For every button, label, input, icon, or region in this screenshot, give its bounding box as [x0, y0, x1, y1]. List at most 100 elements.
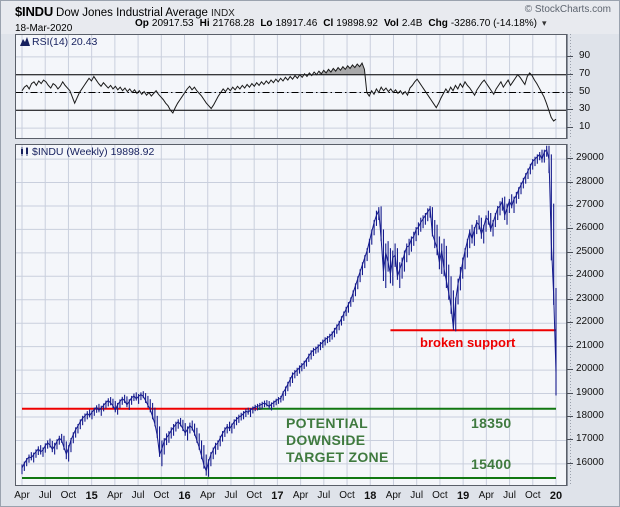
rsi-tick-30: 30: [579, 103, 591, 115]
target-upper-value: 18350: [471, 414, 512, 431]
ohlc-key-low: Lo: [260, 18, 273, 29]
chart-header: $INDU Dow Jones Industrial Average INDX © …: [1, 1, 619, 36]
x-axis-label-oct-2: Oct: [60, 490, 77, 501]
price-tickmark: [567, 439, 573, 441]
price-plot: [16, 145, 566, 485]
ohlc-key-close: Cl: [323, 18, 334, 29]
ohlc-key-high: Hi: [199, 18, 210, 29]
x-axis-label-oct-10: Oct: [246, 490, 262, 501]
price-tickmark: [567, 462, 573, 464]
x-axis-label-20-23: 20: [549, 490, 563, 502]
header-title-row: $INDU Dow Jones Industrial Average INDX: [15, 3, 235, 21]
rsi-label-text: RSI(14) 20.43: [32, 36, 98, 48]
price-tick-28000: 28000: [576, 175, 604, 187]
price-tickmark: [567, 158, 573, 160]
x-axis-label-jul-9: Jul: [224, 490, 238, 501]
ohlc-key-volume: Vol: [383, 18, 399, 29]
price-tick-17000: 17000: [576, 433, 604, 445]
price-tick-23000: 23000: [576, 292, 604, 304]
exchange-label: INDX: [210, 8, 235, 19]
target-zone-line-2: DOWNSIDE: [286, 431, 366, 448]
price-tickmark: [567, 181, 573, 183]
x-axis-label-oct-18: Oct: [432, 490, 448, 501]
x-axis-label-oct-22: Oct: [525, 490, 541, 501]
ohlc-value-open: 20917.53: [151, 18, 194, 29]
rsi-plot: [16, 35, 566, 138]
x-axis-label-18-15: 18: [364, 490, 377, 502]
rsi-tickmark: [567, 127, 573, 129]
x-axis-label-oct-14: Oct: [339, 490, 355, 501]
price-tick-27000: 27000: [576, 198, 604, 210]
price-tick-21000: 21000: [576, 339, 604, 351]
rsi-axis-dots: [570, 34, 571, 139]
x-axis-label-apr-20: Apr: [478, 490, 495, 501]
ohlc-value-high: 21768.28: [212, 18, 255, 29]
rsi-tickmark: [567, 73, 573, 75]
price-tickmark: [567, 416, 573, 417]
x-axis-label-19-19: 19: [457, 490, 470, 502]
x-axis-label-jul-21: Jul: [503, 490, 516, 501]
x-axis-label-apr-12: Apr: [292, 490, 309, 501]
broken-support-annotation: broken support: [420, 335, 516, 351]
x-axis-label-16-7: 16: [178, 490, 191, 502]
x-axis-label-apr-8: Apr: [199, 490, 216, 501]
rsi-tickmark: [567, 55, 573, 57]
price-tickmark: [567, 228, 573, 230]
quote-date: 18-Mar-2020: [15, 23, 73, 34]
chevron-down-icon[interactable]: ▾: [542, 18, 547, 28]
rsi-tickmark: [567, 109, 573, 111]
ohlc-value-low: 18917.46: [275, 18, 318, 29]
price-axis-edge: [567, 144, 568, 486]
price-tickmark: [567, 345, 573, 347]
price-tick-20000: 20000: [576, 363, 604, 375]
company-name: Dow Jones Industrial Average: [56, 7, 208, 19]
rsi-tick-70: 70: [579, 67, 591, 79]
price-y-axis: 29000 28000 27000 26000 25000 24000 23000 22000…: [567, 144, 619, 486]
price-tickmark: [567, 298, 573, 300]
price-tick-29000: 29000: [576, 152, 604, 164]
x-axis-label-jul-1: Jul: [38, 490, 52, 501]
price-axis-dots: [570, 144, 571, 486]
ohlc-value-close: 19898.92: [336, 18, 378, 29]
x-axis-label-jul-13: Jul: [317, 490, 331, 501]
x-axis-label-apr-0: Apr: [14, 490, 30, 501]
ohlc-quote-row: Op 20917.53 Hi 21768.28 Lo 18917.46 Cl 19898.92…: [135, 18, 547, 29]
price-panel[interactable]: $INDU (Weekly) 19898.92 broken support P…: [15, 144, 567, 486]
price-tickmark: [567, 369, 573, 371]
header-date: 18-Mar-2020: [15, 18, 72, 36]
rsi-panel-label: RSI(14) 20.43: [20, 36, 97, 48]
x-axis-label-jul-5: Jul: [131, 490, 145, 501]
price-tickmark: [567, 251, 573, 253]
x-axis-label-apr-16: Apr: [385, 490, 402, 501]
price-tickmark: [567, 275, 573, 277]
price-tick-24000: 24000: [576, 269, 604, 281]
x-axis-label-oct-6: Oct: [153, 490, 170, 501]
rsi-tick-10: 10: [579, 121, 591, 133]
x-axis: Apr Jul Oct 15 Apr Jul Oct 16 Apr Jul Oct 17 Apr Jul O…: [1, 486, 619, 506]
x-axis-label-jul-17: Jul: [410, 490, 424, 501]
rsi-panel[interactable]: RSI(14) 20.43: [15, 34, 567, 139]
price-tick-22000: 22000: [576, 316, 604, 328]
left-margin-band: [1, 34, 15, 486]
price-tick-26000: 26000: [576, 222, 604, 234]
rsi-tick-90: 90: [579, 49, 591, 61]
x-axis-label-15-3: 15: [85, 490, 98, 502]
x-axis-label-apr-4: Apr: [107, 490, 123, 501]
x-axis-label-17-11: 17: [271, 490, 284, 502]
ohlc-value-volume: 2.4B: [401, 18, 423, 29]
rsi-tickmark: [567, 91, 573, 93]
symbol-ticker[interactable]: $INDU: [15, 4, 54, 19]
price-tick-18000: 18000: [576, 410, 604, 421]
price-label-text: $INDU (Weekly) 19898.92: [32, 146, 155, 158]
target-zone-line-3: TARGET ZONE: [286, 448, 389, 465]
price-tickmark: [567, 204, 573, 206]
rsi-tick-50: 50: [579, 85, 591, 97]
candlestick-icon: [20, 147, 30, 156]
target-zone-line-1: POTENTIAL: [286, 414, 369, 431]
ohlc-value-change: -3286.70 (-14.18%): [450, 18, 538, 29]
stockcharts-credit: © StockCharts.com: [524, 4, 611, 15]
price-tick-16000: 16000: [576, 456, 604, 468]
price-panel-label: $INDU (Weekly) 19898.92: [20, 146, 154, 158]
rsi-y-axis: 90 70 50 30 10: [567, 34, 619, 139]
